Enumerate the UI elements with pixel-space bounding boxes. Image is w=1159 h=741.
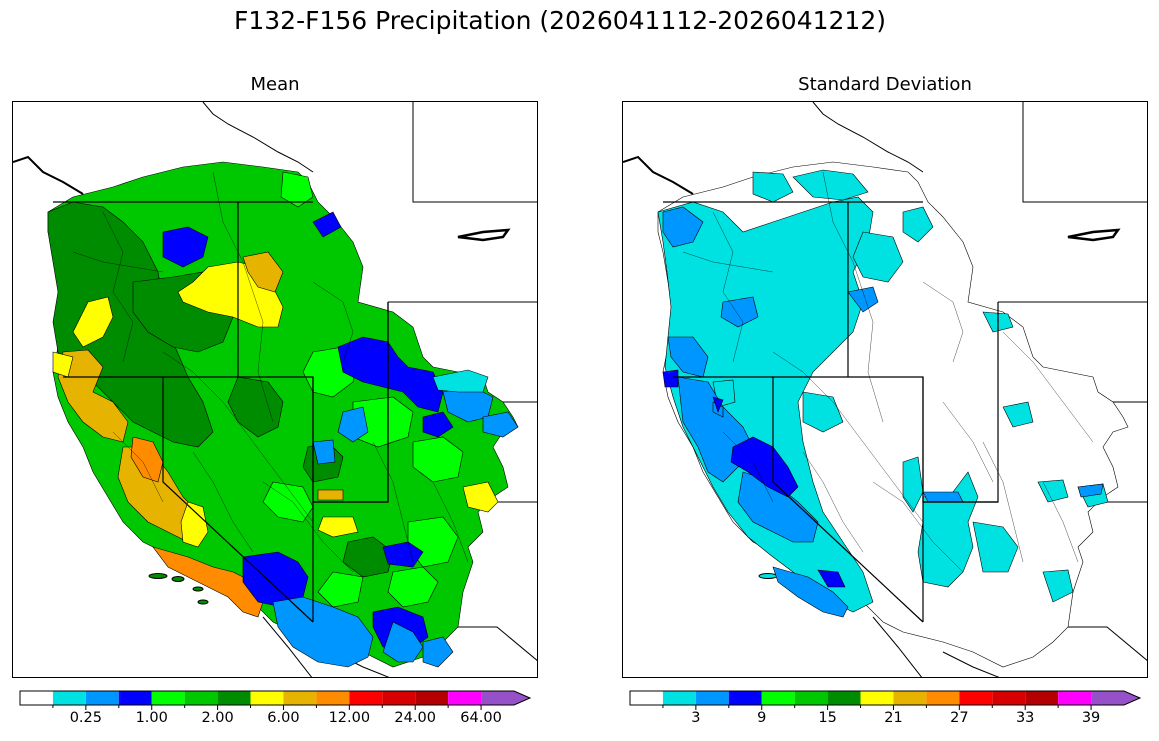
- stddev-color-segment: [860, 691, 894, 705]
- mean-color-segment: [349, 691, 383, 705]
- stddev-colorbar: [629, 690, 1142, 710]
- mean-color-segment: [118, 691, 152, 705]
- mean-color-segment: [250, 691, 284, 705]
- stddev-color-segment: [1058, 691, 1092, 705]
- mean-colorbar-label: 6.00: [267, 710, 300, 726]
- mean-basin-lines: [72, 171, 469, 573]
- mean-color-segment: [448, 691, 482, 705]
- mean-colorbar-label: 24.00: [394, 710, 436, 726]
- stddev-color-segment: [1091, 691, 1140, 705]
- stddev-color-segment: [827, 691, 861, 705]
- stddev-colorbar-label: 15: [818, 710, 837, 726]
- mean-color-segment: [52, 691, 86, 705]
- mean-color-segment: [415, 691, 449, 705]
- mean-color-segment: [316, 691, 350, 705]
- stddev-colorbar-label: 33: [1015, 710, 1035, 726]
- mean-color-segment: [184, 691, 218, 705]
- stddev-basin-lines: [682, 171, 1094, 573]
- figure-title: F132-F156 Precipitation (2026041112-2026…: [233, 6, 886, 35]
- stddev-colorbar-svg: [629, 690, 1142, 710]
- stddev-color-segment: [630, 691, 663, 705]
- stddev-color-segment: [794, 691, 828, 705]
- stddev-color-segment: [662, 691, 696, 705]
- stddev-color-segment: [926, 691, 960, 705]
- mean-colorbar: [19, 690, 532, 710]
- mean-colorbar-label: 12.00: [328, 710, 371, 726]
- stddev-color-segment: [728, 691, 762, 705]
- stddev-color-segment: [761, 691, 795, 705]
- mean-color-segment: [481, 691, 530, 705]
- mean-map-svg: [13, 102, 537, 677]
- stddev-color-segment: [959, 691, 993, 705]
- stddev-colorbar-outline: [629, 690, 1142, 706]
- stddev-color-segment: [1025, 691, 1059, 705]
- mean-color-segment: [217, 691, 251, 705]
- stddev-state-lines: [663, 201, 999, 623]
- stddev-basins: [657, 161, 1129, 668]
- mean-basins: [47, 161, 519, 668]
- mean-colorbar-label: 2.00: [201, 710, 234, 726]
- mean-color-segment: [151, 691, 185, 705]
- stddev-colorbar-label: 27: [950, 710, 969, 726]
- panel-title-mean: Mean: [250, 74, 300, 95]
- mean-colorbar-outline: [19, 690, 532, 706]
- mean-color-segment: [382, 691, 416, 705]
- mean-channel-islands: [148, 573, 209, 605]
- mean-color-segment: [20, 691, 53, 705]
- mean-color-segment: [283, 691, 317, 705]
- stddev-map: [622, 101, 1148, 678]
- mean-state-lines: [53, 201, 389, 623]
- mean-map: [12, 101, 538, 678]
- stddev-colorbar-label: 3: [691, 710, 701, 726]
- mean-colorbar-label: 0.25: [69, 710, 103, 726]
- stddev-color-segment: [695, 691, 729, 705]
- stddev-colorbar-label: 39: [1081, 710, 1101, 726]
- mean-colorbar-label: 64.00: [460, 710, 502, 726]
- mean-colorbar-label: 1.00: [135, 710, 168, 726]
- stddev-map-svg: [623, 102, 1147, 677]
- stddev-colorbar-label: 21: [884, 710, 903, 726]
- stddev-color-segment: [992, 691, 1026, 705]
- stddev-colorbar-label: 9: [757, 710, 767, 726]
- mean-color-segment: [85, 691, 119, 705]
- mean-colorbar-svg: [19, 690, 532, 710]
- stddev-color-segment: [893, 691, 927, 705]
- panel-title-stddev: Standard Deviation: [798, 74, 972, 95]
